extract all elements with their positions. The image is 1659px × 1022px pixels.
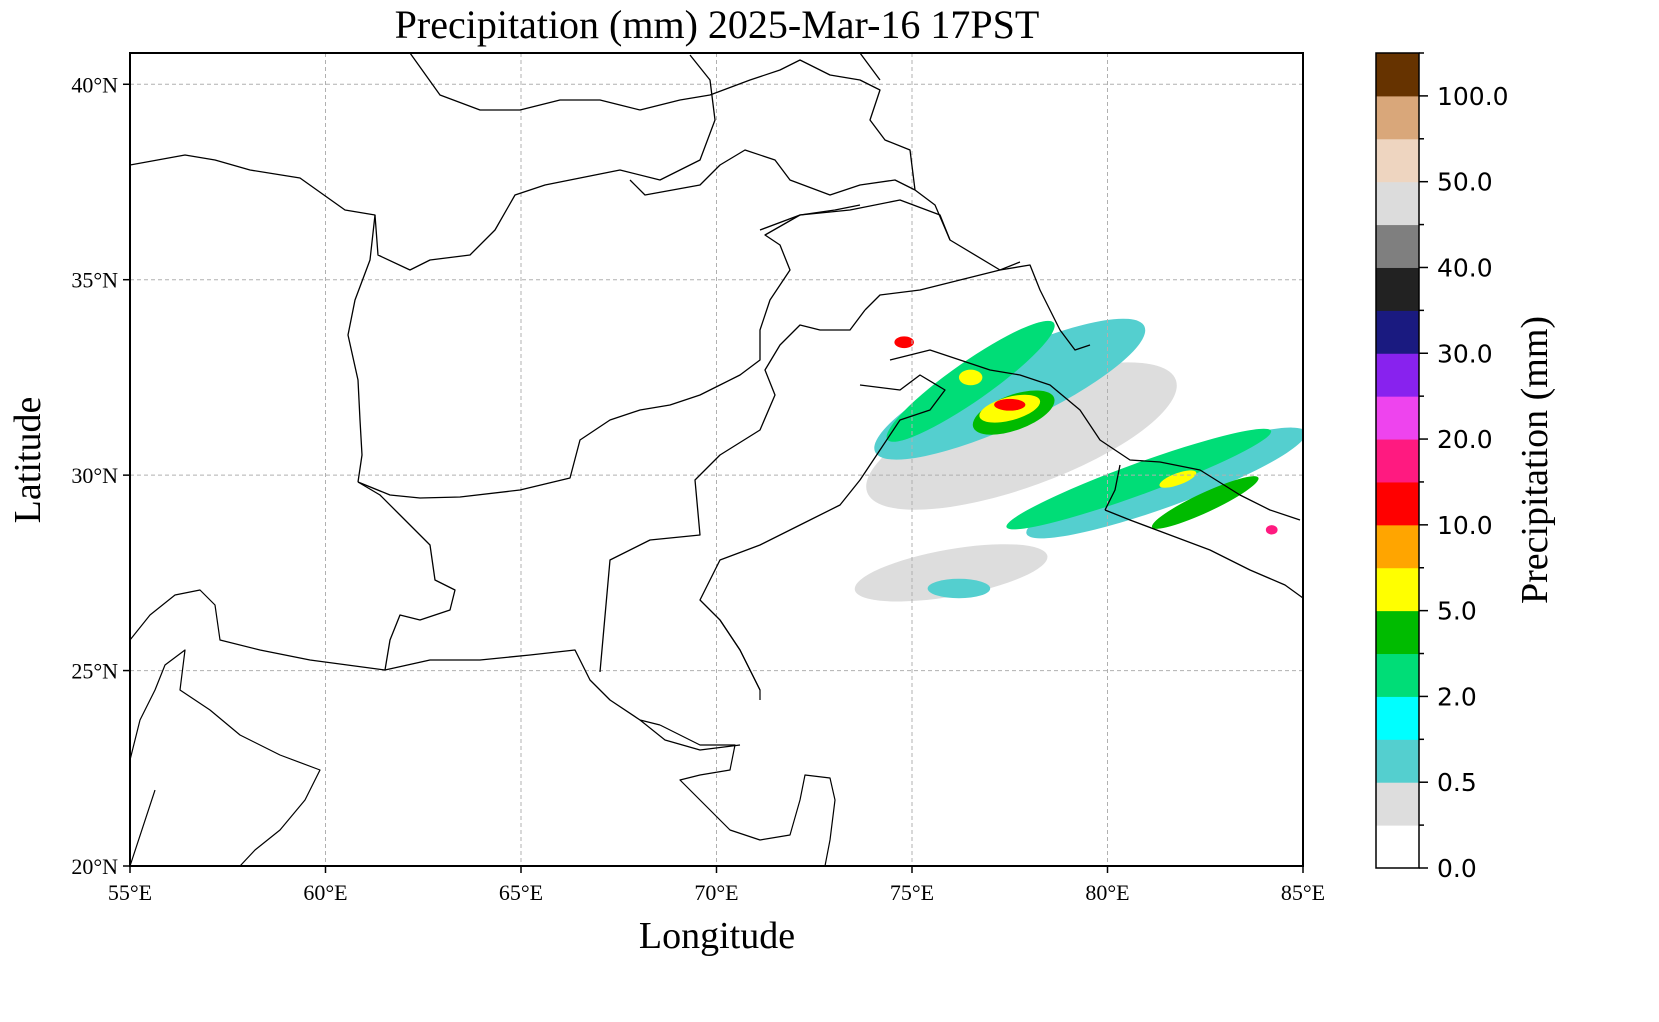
- tajikistan-border: [639, 59, 916, 191]
- colorbar-swatch: [1376, 481, 1419, 526]
- x-tick-label: 55°E: [108, 880, 152, 905]
- map-title: Precipitation (mm) 2025-Mar-16 17PST: [395, 2, 1040, 47]
- colorbar-swatch: [1376, 567, 1419, 612]
- map-panel: [129, 52, 1304, 867]
- pakistan-india-border: [599, 309, 866, 673]
- colorbar-swatch: [1376, 396, 1419, 440]
- afghanistan-north-border: [629, 149, 916, 196]
- colorbar-frame: [1375, 52, 1420, 869]
- colorbar-tick-label: 2.0: [1437, 682, 1477, 711]
- oman-coast: [130, 649, 321, 866]
- precip-cell: [927, 578, 991, 599]
- india-china-border: [864, 261, 1021, 311]
- colorbar-tick-label: 5.0: [1437, 597, 1477, 626]
- colorbar-swatch: [1376, 95, 1419, 140]
- precip-cell: [1006, 428, 1272, 530]
- colorbar-swatch: [1376, 310, 1419, 354]
- colorbar-tick-label: 10.0: [1437, 511, 1493, 540]
- precip-cell: [994, 398, 1026, 411]
- colorbar-swatch: [1376, 782, 1419, 826]
- iran-pakistan-border: [357, 481, 456, 671]
- y-tick-label: 20°N: [71, 854, 118, 879]
- political-borders: [130, 53, 1303, 726]
- colorbar-swatch: [1376, 181, 1419, 226]
- precip-cell: [854, 544, 1048, 602]
- y-tick-label: 25°N: [71, 659, 118, 684]
- colorbar-swatch: [1376, 696, 1419, 740]
- colorbar-swatch: [1376, 267, 1419, 311]
- x-axis-label: Longitude: [639, 915, 795, 957]
- colorbar-tick-label: 0.0: [1437, 854, 1477, 883]
- colorbar-tick-label: 100.0: [1437, 82, 1509, 111]
- colorbar-swatch: [1376, 439, 1419, 483]
- turkmenistan-border: [130, 54, 716, 271]
- colorbar-tick-label: 0.5: [1437, 768, 1477, 797]
- colorbar-tick-label: 20.0: [1437, 425, 1493, 454]
- colorbar-swatch: [1376, 610, 1419, 655]
- pakistan-coast: [384, 649, 661, 726]
- precip-cell: [958, 369, 983, 386]
- y-tick-label: 40°N: [71, 72, 118, 97]
- precipitation-layer: [854, 318, 1303, 602]
- precip-cell: [1265, 525, 1278, 535]
- x-tick-label: 65°E: [499, 880, 543, 905]
- oman-border: [130, 789, 156, 866]
- colorbar-ticks: 0.0 0.5 2.0 5.0 10.0 20.0 30.0 40.0 50.0 100.0: [1419, 52, 1509, 883]
- x-tick-label: 75°E: [890, 880, 934, 905]
- x-tick-label: 80°E: [1085, 880, 1129, 905]
- x-tick-label: 60°E: [303, 880, 347, 905]
- india-pakistan-punjab: [699, 374, 946, 691]
- gulf-coast: [130, 589, 386, 671]
- afghanistan-pakistan-border: [357, 204, 861, 499]
- precip-cell: [894, 336, 914, 349]
- colorbar-swatch: [1376, 739, 1419, 783]
- colorbar-tick-label: 40.0: [1437, 253, 1493, 282]
- x-axis-ticks: 55°E 60°E 65°E 70°E 75°E 80°E 85°E: [108, 866, 1325, 905]
- colorbar-swatch: [1376, 653, 1419, 697]
- colorbar-swatch: [1376, 224, 1419, 268]
- y-axis-label: Latitude: [7, 397, 49, 524]
- colorbar-swatch: [1376, 138, 1419, 183]
- y-tick-label: 30°N: [71, 463, 118, 488]
- colorbar-label: Precipitation (mm): [1514, 316, 1556, 604]
- x-tick-label: 70°E: [694, 880, 738, 905]
- kashmir-loc: [759, 199, 1091, 351]
- colorbar-swatch: [1376, 825, 1419, 869]
- colorbar-tick-label: 50.0: [1437, 168, 1493, 197]
- india-interior-border: [719, 619, 761, 700]
- coastlines: [130, 589, 836, 866]
- colorbar-tick-label: 30.0: [1437, 339, 1493, 368]
- colorbar-swatch: [1376, 524, 1419, 569]
- xinjiang-border: [914, 189, 951, 241]
- colorbar: 0.0 0.5 2.0 5.0 10.0 20.0 30.0 40.0 50.0 100.0 Pr…: [1375, 52, 1556, 883]
- nepal-south-border: [1104, 509, 1303, 599]
- colorbar-swatch: [1376, 353, 1419, 397]
- iran-afghanistan-border: [347, 214, 376, 483]
- y-axis-ticks: 20°N 25°N 30°N 35°N 40°N: [71, 72, 130, 879]
- colorbar-swatches: [1376, 53, 1419, 869]
- north-borders: [409, 53, 881, 111]
- y-tick-label: 35°N: [71, 268, 118, 293]
- colorbar-swatch: [1376, 53, 1419, 97]
- kutch-coast: [639, 719, 741, 751]
- himalaya-border: [889, 349, 1301, 521]
- x-tick-label: 85°E: [1281, 880, 1325, 905]
- gujarat-coast: [659, 724, 836, 866]
- precip-cell: [874, 318, 1146, 460]
- nepal-west-border: [1104, 464, 1121, 511]
- precip-cell: [866, 362, 1177, 510]
